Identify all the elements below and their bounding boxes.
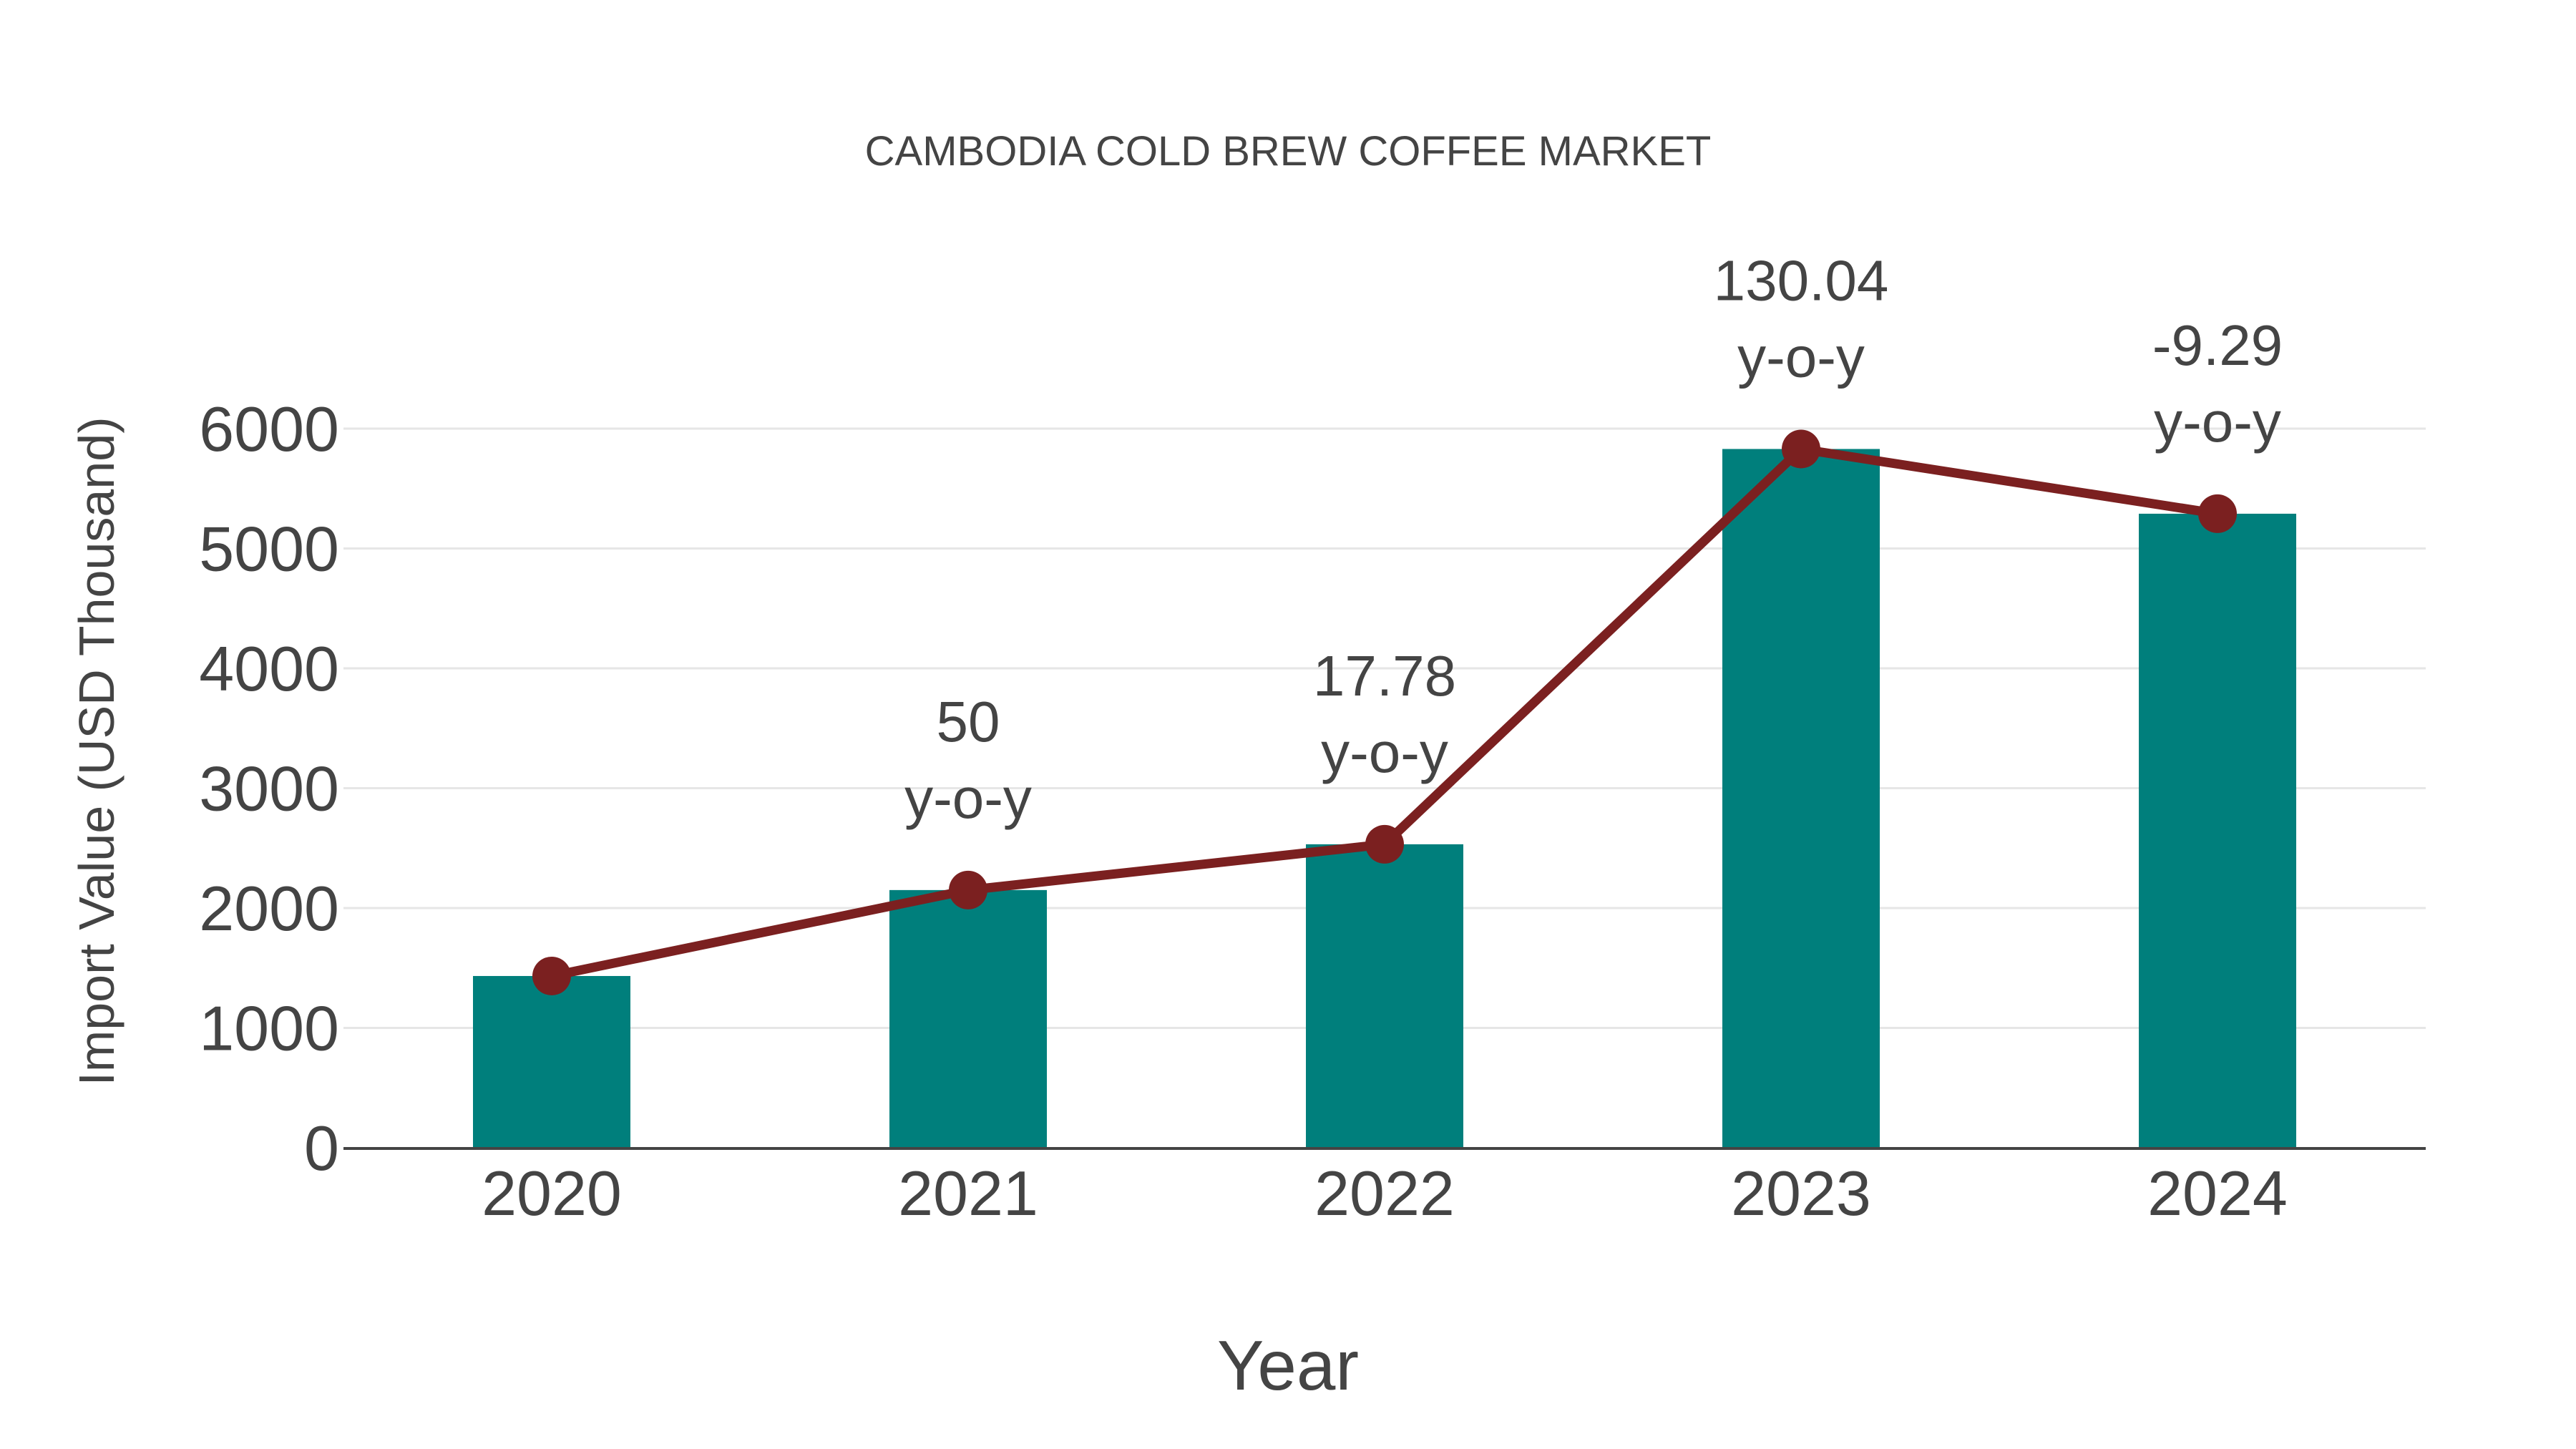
y-tick-label: 6000 (199, 394, 339, 464)
marker-2024 (2198, 494, 2237, 533)
bar-2024 (2139, 513, 2296, 1148)
chart-title: CAMBODIA COLD BREW COFFEE MARKET (864, 128, 1712, 175)
bar-2020 (473, 975, 630, 1148)
marker-2022 (1365, 824, 1404, 864)
marker-2020 (532, 956, 571, 995)
yoy-annotations: 50 y-o-y 17.78 y-o-y 130.04 y-o-y -9.29 y-o-y (904, 248, 2283, 829)
y-tick-label: 1000 (199, 993, 339, 1064)
y-tick-label: 3000 (199, 753, 339, 824)
x-tick-label: 2021 (898, 1158, 1038, 1229)
yoy-value: 17.78 (1313, 644, 1456, 708)
yoy-value: 130.04 (1714, 248, 1889, 312)
marker-2021 (949, 870, 987, 909)
line-series (532, 429, 2237, 995)
yoy-annotation-2022: 17.78 y-o-y (1313, 644, 1456, 784)
bar-series (473, 449, 2296, 1148)
bar-2022 (1306, 844, 1463, 1148)
yoy-value: -9.29 (2152, 313, 2283, 377)
yoy-annotation-2021: 50 y-o-y (904, 690, 1032, 830)
yoy-annotation-2024: -9.29 y-o-y (2152, 313, 2283, 454)
x-tick-label: 2024 (2147, 1158, 2288, 1229)
y-tick-label: 2000 (199, 873, 339, 944)
bar-2023 (1722, 449, 1880, 1148)
x-tick-label: 2023 (1731, 1158, 1871, 1229)
yoy-suffix: y-o-y (904, 766, 1032, 830)
y-tick-label: 0 (304, 1113, 339, 1184)
x-axis-title: Year (1216, 1326, 1359, 1405)
bar-2021 (889, 889, 1047, 1148)
x-tick-label: 2020 (482, 1158, 622, 1229)
yoy-suffix: y-o-y (1737, 325, 1865, 389)
y-tick-label: 5000 (199, 514, 339, 585)
yoy-suffix: y-o-y (1321, 721, 1448, 784)
marker-2023 (1782, 429, 1820, 469)
yoy-value: 50 (937, 690, 1000, 753)
y-tick-label: 4000 (199, 633, 339, 704)
yoy-suffix: y-o-y (2154, 390, 2281, 454)
x-axis-ticks: 2020 2021 2022 2023 2024 (482, 1158, 2288, 1229)
yoy-annotation-2023: 130.04 y-o-y (1714, 248, 1889, 389)
x-tick-label: 2022 (1314, 1158, 1455, 1229)
y-axis-ticks: 0 1000 2000 3000 4000 5000 6000 (199, 394, 339, 1184)
